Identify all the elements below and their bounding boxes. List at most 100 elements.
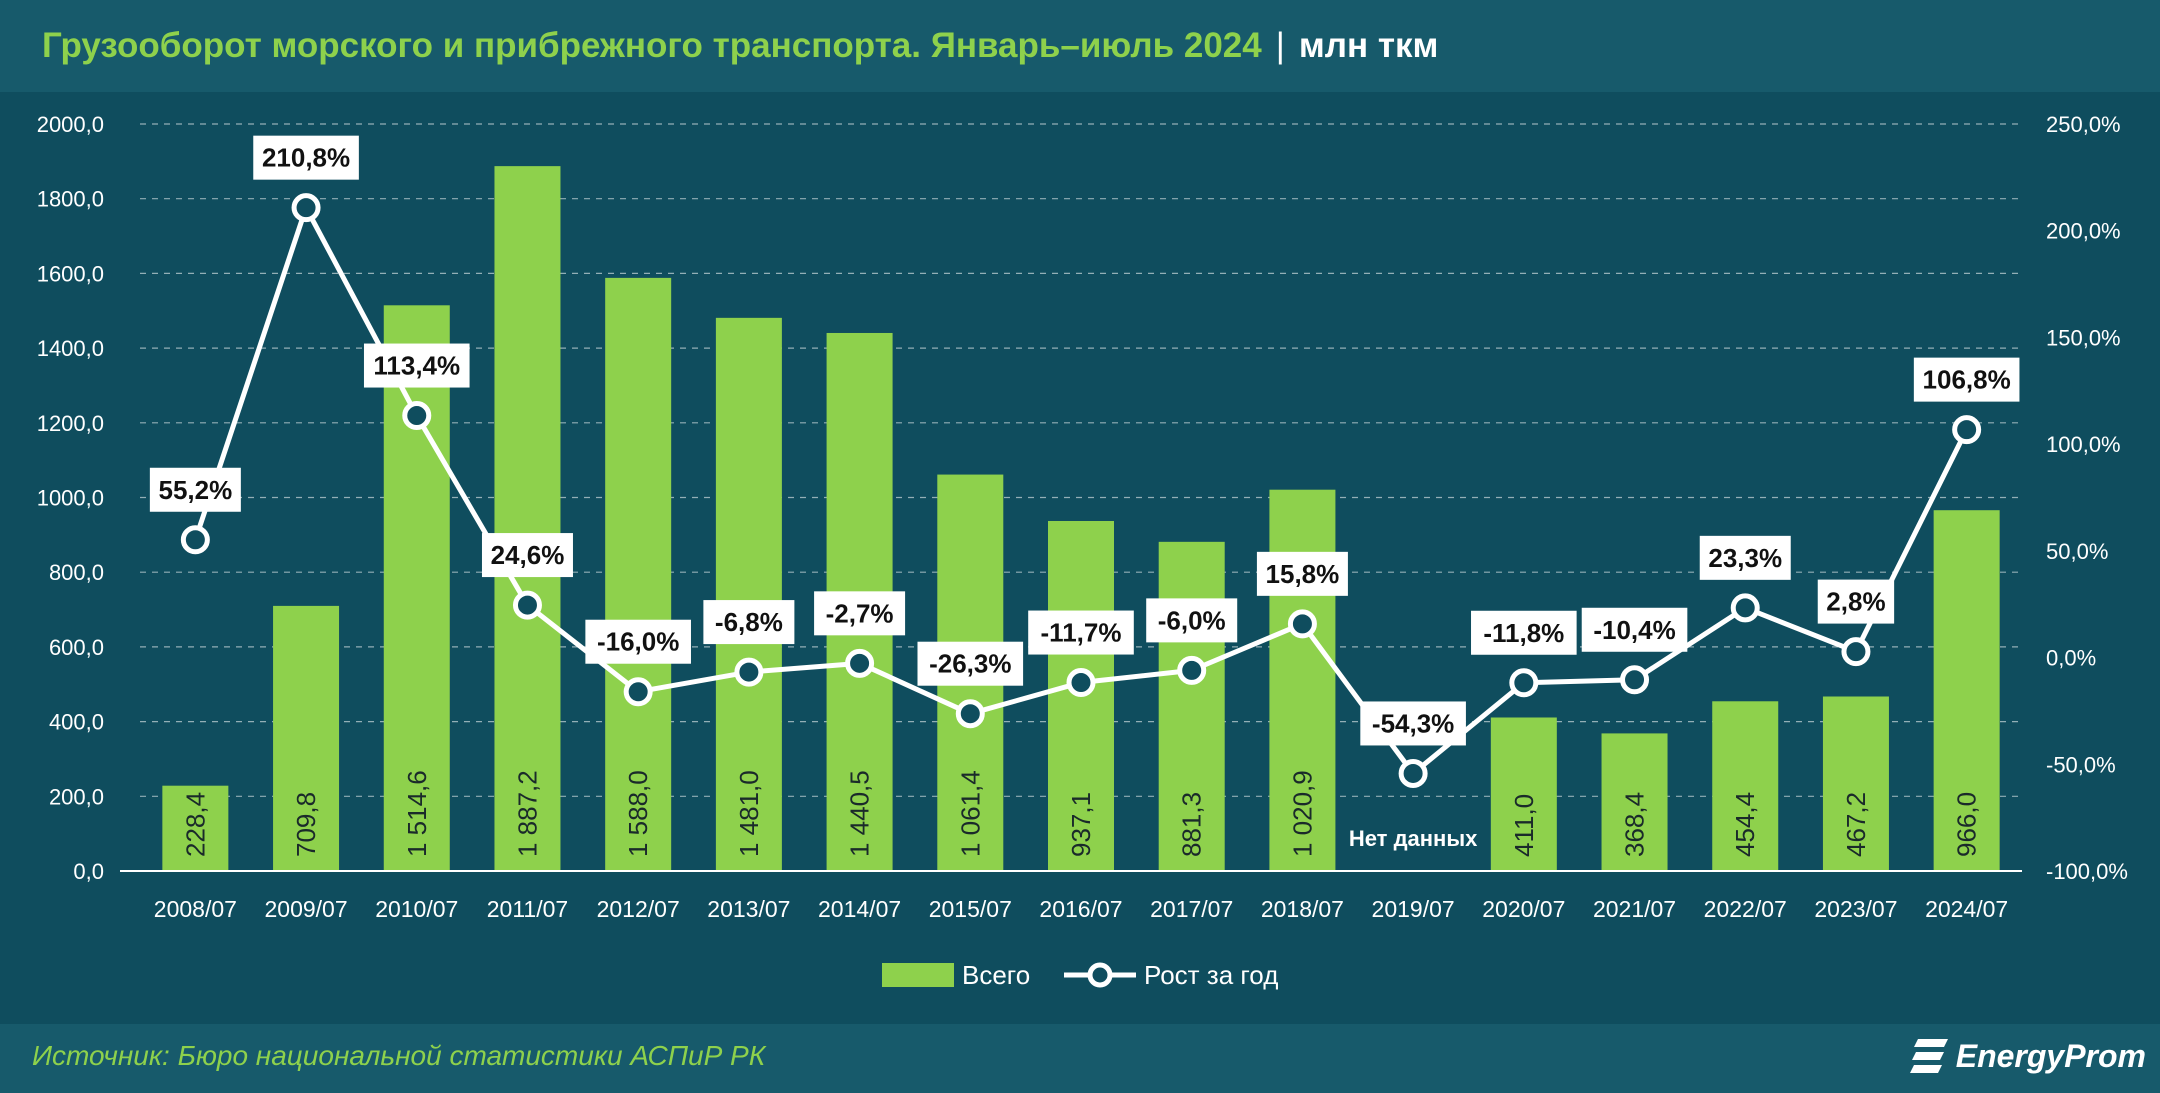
bar-value-label: 881,3: [1177, 792, 1207, 857]
y-right-tick-label: 150,0%: [2046, 325, 2121, 350]
x-tick-label: 2020/07: [1482, 896, 1565, 922]
growth-point: [734, 657, 764, 687]
growth-point: [1066, 668, 1096, 698]
growth-line: 55,2% 210,8% 113,4% 24,6% -16,0% -6,8% -2,7% -2…: [149, 135, 2020, 788]
growth-label-box: [1699, 535, 1791, 580]
growth-value-label: -2,7%: [826, 598, 894, 628]
bar-value-label: 454,4: [1730, 792, 1760, 857]
growth-point: [623, 677, 653, 707]
bar-value-label: 228,4: [180, 792, 210, 857]
bar: [1490, 717, 1557, 871]
bar: [383, 305, 450, 872]
growth-value-label: -11,8%: [1483, 618, 1564, 648]
y-left-tick-label: 1000,0: [37, 486, 104, 511]
y-left-tick-label: 600,0: [49, 635, 104, 660]
growth-value-label: -26,3%: [929, 649, 1011, 679]
legend-label-bars: Всего: [962, 960, 1030, 990]
growth-point: [291, 193, 321, 223]
growth-label-box: [585, 619, 691, 664]
legend-label-line: Рост за год: [1144, 960, 1278, 990]
growth-label-box: [1817, 579, 1895, 624]
growth-label-box: [481, 533, 573, 578]
growth-value-label: 2,8%: [1826, 587, 1885, 617]
bar: [605, 277, 672, 872]
y-left-tick-label: 1400,0: [37, 336, 104, 361]
y-left-tick-label: 400,0: [49, 710, 104, 735]
y-right-tick-label: -100,0%: [2046, 859, 2128, 884]
growth-value-label: -16,0%: [597, 627, 679, 657]
growth-value-label: 55,2%: [158, 475, 232, 505]
growth-value-label: -54,3%: [1372, 708, 1454, 738]
bar-value-label: 966,0: [1952, 792, 1982, 857]
title-separator: |: [1275, 26, 1285, 65]
bar: [1712, 701, 1779, 871]
growth-value-label: 210,8%: [262, 143, 350, 173]
growth-point: [512, 590, 542, 620]
bar: [1822, 696, 1889, 871]
growth-point: [1620, 665, 1650, 695]
chart-unit: млн ткм: [1298, 26, 1439, 65]
y-right-tick-label: 200,0%: [2046, 219, 2121, 244]
legend-marker-line: [1087, 962, 1113, 988]
growth-point: [1509, 668, 1539, 698]
bar-value-label: 1 887,2: [512, 770, 542, 857]
growth-value-label: -11,7%: [1041, 618, 1122, 648]
growth-label-box: [1581, 607, 1688, 652]
no-data-label: Нет данных: [1349, 826, 1478, 851]
y-left-tick-label: 1800,0: [37, 187, 104, 212]
bar-value-label: 467,2: [1841, 792, 1871, 857]
x-tick-label: 2013/07: [707, 896, 790, 922]
y-right-tick-label: -50,0%: [2046, 752, 2116, 777]
growth-label-box: [253, 135, 359, 180]
chart-title-main: Грузооборот морского и прибрежного транс…: [42, 26, 1262, 65]
growth-label-box: [149, 467, 241, 512]
growth-label-box: [1146, 598, 1238, 643]
legend-swatch-bars: [882, 963, 954, 987]
x-tick-label: 2022/07: [1704, 896, 1787, 922]
growth-label-box: [1471, 610, 1577, 655]
growth-point: [1177, 655, 1207, 685]
growth-label-box: [363, 343, 470, 388]
growth-point: [955, 699, 985, 729]
x-tick-label: 2019/07: [1372, 896, 1455, 922]
brand-name: EnergyProm: [1955, 1037, 2146, 1074]
source-note: Источник: Бюро национальной статистики А…: [32, 1040, 766, 1071]
chart-title: Грузооборот морского и прибрежного транс…: [42, 22, 1438, 70]
bar: [1158, 541, 1225, 871]
y-left-tick-label: 1600,0: [37, 261, 104, 286]
bar: [1933, 510, 2000, 871]
bar-value-label: 1 020,9: [1287, 770, 1317, 857]
growth-label-box: [1360, 701, 1466, 746]
brand: EnergyProm: [1909, 1036, 2146, 1076]
growth-value-label: 15,8%: [1266, 559, 1340, 589]
x-tick-label: 2014/07: [818, 896, 901, 922]
growth-label-box: [1028, 610, 1134, 655]
axes: 0,0 200,0 400,0 600,0 800,0 1000,0 1200,0 1400,…: [37, 112, 2128, 922]
bar-value-label: 1 440,5: [845, 770, 875, 857]
x-tick-label: 2012/07: [597, 896, 680, 922]
bar-value-label: 1 514,6: [402, 770, 432, 857]
growth-label-box: [1913, 357, 2020, 402]
y-left-tick-label: 0,0: [73, 859, 104, 884]
bar-value-label: 1 588,0: [623, 770, 653, 857]
growth-value-label: 106,8%: [1923, 365, 2011, 395]
growth-value-label: -6,0%: [1158, 605, 1226, 635]
growth-value-label: -10,4%: [1593, 615, 1675, 645]
y-right-tick-label: 0,0%: [2046, 646, 2096, 671]
y-left-tick-label: 1200,0: [37, 411, 104, 436]
x-tick-label: 2010/07: [375, 896, 458, 922]
bar: [273, 605, 340, 871]
header-bar: [0, 0, 2160, 92]
growth-value-label: 23,3%: [1708, 543, 1782, 573]
growth-point: [1398, 758, 1428, 788]
growth-point: [402, 401, 432, 431]
footer-bar: [0, 1024, 2160, 1093]
x-tick-label: 2018/07: [1261, 896, 1344, 922]
bar-value-label: 1 061,4: [955, 770, 985, 857]
y-left-tick-label: 200,0: [49, 784, 104, 809]
x-tick-label: 2024/07: [1925, 896, 2008, 922]
bar: [494, 166, 561, 871]
growth-label-box: [703, 600, 795, 645]
growth-point: [1841, 637, 1871, 667]
